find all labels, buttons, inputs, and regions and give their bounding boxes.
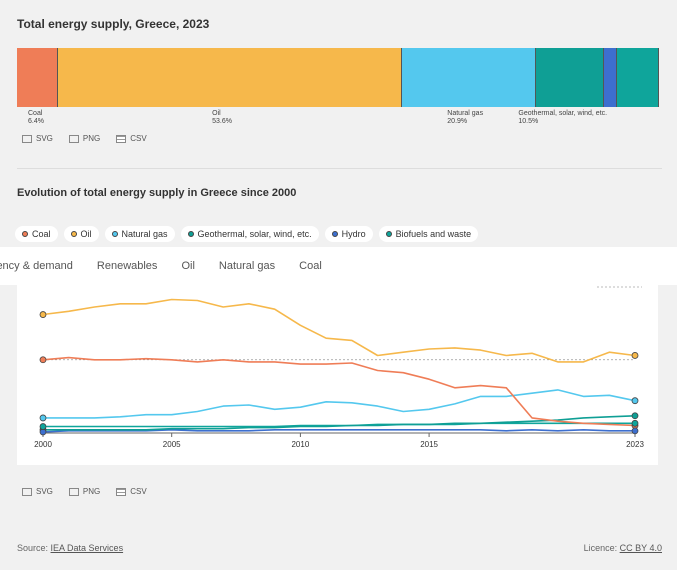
x-tick-label-4: 2023 (626, 440, 644, 449)
legend-item-0[interactable]: Coal (15, 226, 58, 242)
stack-segment-label-1: Oil 53.6% (212, 110, 232, 126)
tab-2[interactable]: Oil (181, 260, 195, 272)
download-row-top: SVG PNG CSV (22, 134, 159, 143)
stacked-supply-bar (17, 48, 659, 107)
legend-item-2[interactable]: Natural gas (104, 226, 175, 242)
segment-percent: 20.9% (447, 118, 468, 125)
legend-item-1[interactable]: Oil (63, 226, 99, 242)
stack-segment-0 (17, 48, 59, 107)
tab-0[interactable]: iency & demand (0, 260, 73, 272)
legend-label: Hydro (341, 229, 366, 239)
legend-label: Geothermal, solar, wind, etc. (197, 229, 312, 239)
legend-item-5[interactable]: Biofuels and waste (378, 226, 479, 242)
download-png-button-2[interactable]: PNG (68, 487, 101, 496)
section-divider (17, 168, 662, 169)
evolution-title: Evolution of total energy supply in Gree… (17, 187, 297, 199)
legend-dot-icon (331, 231, 338, 237)
table-icon (116, 487, 127, 496)
series-marker-5-23 (631, 419, 639, 427)
download-row-bottom: SVG PNG CSV (22, 487, 159, 496)
line-chart-card: 2000 2005 2010 2015 2023 (17, 285, 658, 465)
download-png-label-2: PNG (82, 487, 101, 496)
series-line-3 (43, 415, 636, 431)
series-legend: Coal Oil Natural gas Geothermal, solar, win… (15, 226, 479, 242)
series-marker-1-0 (39, 311, 47, 318)
stack-segment-label-2: Natural gas 20.9% (447, 110, 483, 126)
segment-percent: 10.5% (518, 118, 539, 125)
image-icon (68, 487, 79, 496)
download-csv-button[interactable]: CSV (116, 134, 147, 143)
series-marker-3-23 (631, 412, 639, 420)
segment-name: Geothermal, solar, wind, etc. (518, 110, 608, 117)
chart-icon (22, 134, 32, 143)
line-chart: 2000 2005 2010 2015 2023 (34, 286, 644, 449)
tab-3[interactable]: Natural gas (218, 260, 276, 272)
legend-dot-icon (385, 231, 392, 237)
segment-name: Natural gas (447, 110, 484, 117)
download-png-label: PNG (82, 134, 101, 143)
segment-percent: 6.4% (28, 118, 44, 125)
stack-segment-label-0: Coal 6.4% (28, 110, 44, 126)
series-marker-0-0 (39, 356, 47, 364)
legend-label: Natural gas (121, 229, 168, 239)
series-marker-4-23 (631, 427, 639, 435)
segment-name: Oil (212, 110, 221, 117)
topic-tabs: iency & demand Renewables Oil Natural gas Co… (0, 247, 677, 285)
source-prefix: Source: (17, 543, 51, 553)
download-svg-button-2[interactable]: SVG (22, 487, 53, 496)
legend-label: Biofuels and waste (395, 229, 472, 239)
stack-segment-1 (58, 48, 403, 107)
download-svg-label: SVG (36, 134, 53, 143)
legend-dot-icon (70, 231, 77, 237)
download-csv-button-2[interactable]: CSV (116, 487, 147, 496)
tab-4[interactable]: Coal (299, 260, 322, 272)
x-tick-label-0: 2000 (34, 440, 52, 449)
source-footer: Source: IEA Data Services (17, 543, 123, 553)
licence-link[interactable]: CC BY 4.0 (619, 543, 662, 553)
series-line-0 (42, 356, 636, 427)
series-line-4 (42, 429, 635, 433)
series-marker-2-0 (39, 414, 47, 422)
stack-segment-3 (536, 48, 604, 107)
legend-dot-icon (22, 231, 28, 237)
download-png-button[interactable]: PNG (68, 134, 101, 143)
x-tick-label-2: 2010 (291, 440, 309, 449)
download-svg-label-2: SVG (36, 487, 53, 496)
segment-percent: 53.6% (212, 118, 232, 125)
tab-1[interactable]: Renewables (96, 260, 158, 272)
download-csv-label-2: CSV (130, 487, 147, 496)
download-csv-label: CSV (130, 134, 147, 143)
licence-prefix: Licence: (583, 543, 620, 553)
series-marker-1-23 (631, 352, 639, 359)
legend-item-3[interactable]: Geothermal, solar, wind, etc. (180, 226, 319, 242)
image-icon (68, 134, 79, 143)
stack-segment-label-3: Geothermal, solar, wind, etc. 10.5% (518, 110, 607, 126)
legend-label: Oil (80, 229, 92, 239)
segment-name: Coal (28, 110, 43, 117)
series-line-1 (42, 298, 636, 363)
source-link[interactable]: IEA Data Services (50, 543, 124, 553)
stack-segment-2 (402, 48, 537, 107)
download-svg-button[interactable]: SVG (22, 134, 53, 143)
page-title: Total energy supply, Greece, 2023 (17, 17, 210, 31)
x-tick-label-3: 2015 (420, 440, 438, 449)
series-marker-5-0 (39, 423, 47, 430)
table-icon (116, 134, 127, 143)
licence-footer: Licence: CC BY 4.0 (584, 543, 662, 553)
series-marker-2-23 (631, 397, 639, 405)
legend-dot-icon (187, 231, 194, 237)
legend-label: Coal (32, 229, 51, 239)
stack-segment-4 (603, 48, 617, 107)
legend-dot-icon (111, 231, 118, 237)
stack-segment-5 (616, 48, 659, 107)
series-line-2 (43, 389, 636, 419)
x-tick-label-1: 2005 (163, 440, 181, 449)
legend-item-4[interactable]: Hydro (324, 226, 373, 242)
chart-icon (22, 487, 32, 496)
